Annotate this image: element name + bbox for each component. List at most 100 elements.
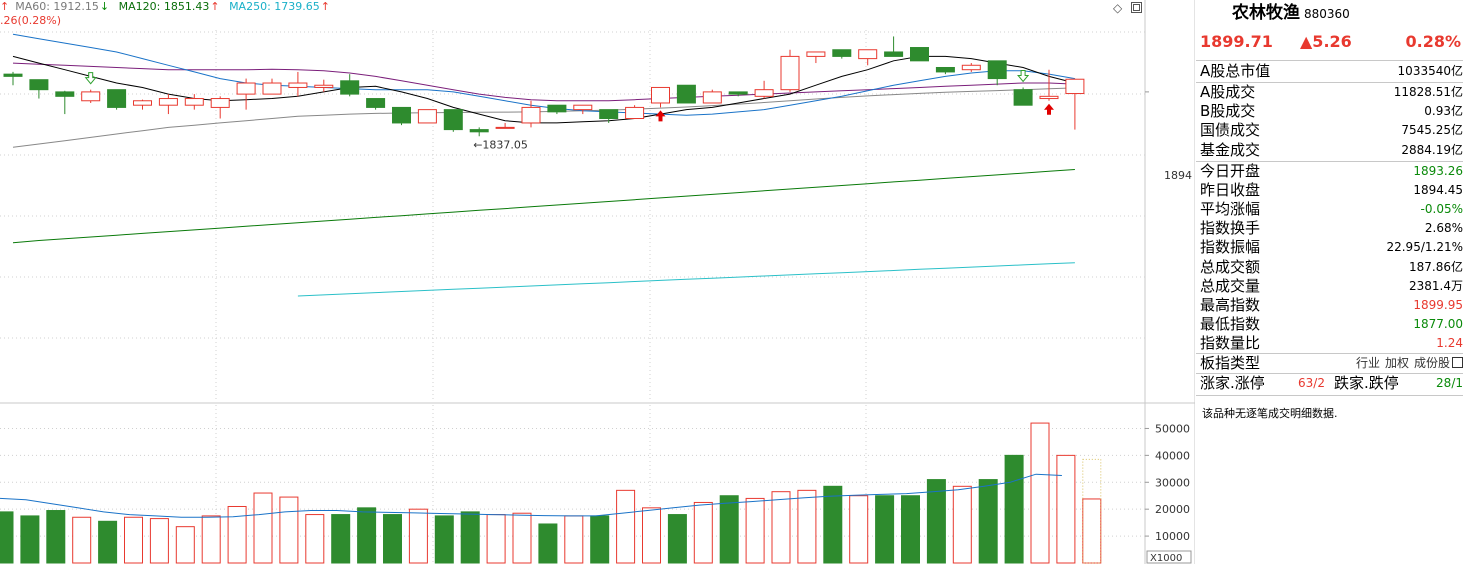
stat-value: 22.95/1.21% bbox=[1386, 240, 1463, 255]
volume-bar bbox=[201, 515, 221, 564]
index-stat-row: 总成交量 2381.4万 bbox=[1198, 277, 1463, 296]
stat-value: 11828.51亿 bbox=[1393, 85, 1463, 99]
volume-bar bbox=[538, 523, 558, 564]
stat-label: 昨日收盘 bbox=[1200, 181, 1261, 200]
rise-value: 63/2 bbox=[1298, 376, 1325, 390]
candle-body bbox=[81, 91, 101, 102]
price-tick-label: 1894 bbox=[1164, 169, 1192, 182]
volume-bar bbox=[20, 515, 40, 564]
candle-body bbox=[469, 129, 489, 133]
ma250-label: MA250: 1739.65 bbox=[229, 0, 320, 13]
price-change: ▲5.26 bbox=[1300, 32, 1352, 51]
stat-value: 1894.45 bbox=[1413, 183, 1463, 198]
projected-volume-bar bbox=[1082, 458, 1102, 564]
volume-bar bbox=[331, 514, 351, 564]
type-label: 板指类型 bbox=[1200, 354, 1261, 372]
ma120-label: MA120: 1851.43 bbox=[118, 0, 210, 13]
stat-label: 指数换手 bbox=[1200, 219, 1261, 238]
volume-bar bbox=[978, 479, 998, 564]
volume-bar bbox=[72, 516, 92, 564]
candle-body bbox=[780, 55, 800, 91]
volume-bar bbox=[952, 485, 972, 564]
diamond-icon[interactable]: ◇ bbox=[1113, 1, 1123, 15]
candle-body bbox=[366, 98, 386, 108]
kline-chart-area[interactable]: 50000 40000 30000 20000 10000 X1000 1894 ←1837.… bbox=[0, 0, 1195, 564]
ma20-line bbox=[12, 62, 1075, 102]
candle-body bbox=[55, 91, 75, 97]
volume-bar bbox=[849, 495, 869, 564]
stat-value: 2381.4万 bbox=[1409, 278, 1463, 293]
stat-value: 1.24 bbox=[1436, 335, 1463, 350]
type-tag-weighted[interactable]: 加权 bbox=[1384, 356, 1409, 370]
volume-bar bbox=[253, 492, 273, 564]
volume-bar bbox=[305, 514, 325, 564]
volume-bar bbox=[823, 485, 843, 564]
index-stat-row: 总成交额 187.86亿 bbox=[1198, 258, 1463, 277]
volume-stat-row: 国债成交 7545.25亿 bbox=[1198, 121, 1463, 140]
candle-body bbox=[288, 82, 308, 88]
sell-arrow-icon bbox=[84, 72, 97, 85]
market-cap-value: 1033540亿 bbox=[1397, 64, 1463, 78]
candle-body bbox=[443, 109, 463, 131]
candle-body bbox=[133, 100, 152, 106]
volume-stat-row: A股成交 11828.51亿 bbox=[1198, 83, 1463, 102]
stat-label: 指数振幅 bbox=[1200, 238, 1261, 257]
index-title: 农林牧渔 880360 bbox=[1232, 2, 1350, 24]
ma10-line bbox=[12, 33, 1075, 116]
market-cap-row: A股总市值 1033540亿 bbox=[1198, 62, 1463, 81]
index-stat-row: 昨日收盘 1894.45 bbox=[1198, 181, 1463, 200]
market-cap-label: A股总市值 bbox=[1200, 62, 1271, 80]
volume-bar bbox=[1056, 454, 1076, 564]
fall-label: 跌家.跌停 bbox=[1334, 374, 1399, 392]
index-stat-row: 指数换手 2.68% bbox=[1198, 219, 1463, 238]
stat-value: 187.86亿 bbox=[1409, 259, 1463, 274]
ma250-line bbox=[297, 262, 1075, 297]
divider bbox=[1196, 161, 1463, 162]
ma120-line bbox=[12, 169, 1075, 244]
volume-bar bbox=[642, 507, 661, 564]
volume-bar bbox=[486, 514, 506, 564]
ma60-line bbox=[12, 87, 1075, 148]
candle-body bbox=[832, 49, 852, 57]
volume-bar bbox=[46, 510, 66, 564]
candle-body bbox=[29, 79, 49, 91]
stat-label: 最高指数 bbox=[1200, 295, 1261, 314]
type-tag-industry[interactable]: 行业 bbox=[1355, 356, 1380, 370]
candle-body bbox=[806, 51, 826, 57]
candle-body bbox=[676, 84, 696, 104]
index-stat-row: 最低指数 1877.00 bbox=[1198, 315, 1463, 334]
window-toggle-icon[interactable] bbox=[1131, 2, 1142, 16]
price-change-pct: 0.28% bbox=[1405, 32, 1461, 51]
candle-body bbox=[3, 73, 23, 77]
index-stat-row: 指数量比 1.24 bbox=[1198, 334, 1463, 353]
volume-ma-line bbox=[0, 473, 1062, 518]
low-price-marker: ←1837.05 bbox=[473, 138, 528, 151]
candle-body bbox=[910, 47, 929, 62]
candle-body bbox=[935, 66, 955, 73]
volume-bar bbox=[408, 508, 428, 564]
index-stat-row: 最高指数 1899.95 bbox=[1198, 296, 1463, 315]
volume-tick-label: 30000 bbox=[1155, 476, 1190, 489]
volume-bar bbox=[797, 489, 817, 564]
ma120-arrow-icon: ↑ bbox=[210, 0, 220, 13]
candle-body bbox=[392, 106, 411, 124]
divider bbox=[1196, 395, 1463, 396]
volume-tick-label: 20000 bbox=[1155, 503, 1190, 516]
volume-bar bbox=[0, 511, 14, 564]
stat-label: 今日开盘 bbox=[1200, 162, 1261, 180]
volume-tick-label: 10000 bbox=[1155, 530, 1190, 543]
divider bbox=[1196, 353, 1463, 354]
grid-icon[interactable] bbox=[1452, 357, 1463, 368]
rise-label: 涨家.涨停 bbox=[1200, 374, 1265, 392]
volume-bar bbox=[1082, 498, 1102, 564]
stat-value: 2.68% bbox=[1424, 221, 1463, 236]
stat-value: 1893.26 bbox=[1413, 164, 1463, 178]
candle-body bbox=[417, 109, 437, 124]
volume-bar bbox=[875, 495, 895, 564]
volume-bar bbox=[98, 520, 118, 564]
kline-chart[interactable]: 50000 40000 30000 20000 10000 X1000 1894 ←1837.… bbox=[0, 0, 1195, 564]
ma60-arrow-icon: ↓ bbox=[99, 0, 110, 13]
type-tag-constituents[interactable]: 成份股 bbox=[1413, 356, 1450, 370]
ma60-label: MA60: 1912.15 bbox=[15, 0, 99, 13]
candle-body bbox=[573, 104, 593, 111]
